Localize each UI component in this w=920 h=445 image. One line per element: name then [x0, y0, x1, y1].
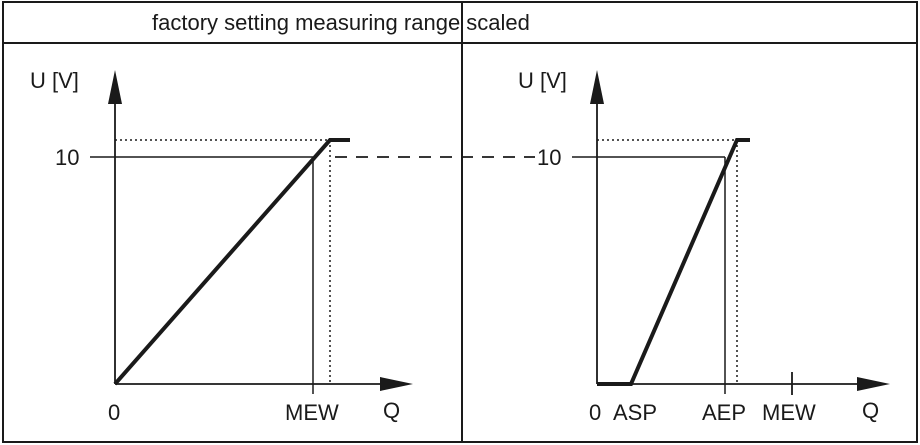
left-x-axis-label: Q — [383, 398, 400, 423]
left-x-tick-0: 0 — [108, 400, 120, 425]
right-x-tick-0: 0 — [589, 400, 601, 425]
left-output-curve — [113, 138, 350, 386]
right-panel: U [V] 10 0 ASP AEP MEW Q — [518, 68, 890, 425]
right-x-axis-arrow — [857, 377, 890, 391]
right-y-axis-arrow — [590, 70, 604, 104]
header-title: factory setting measuring range scaled — [152, 10, 530, 35]
right-y-tick-10: 10 — [537, 145, 561, 170]
left-x-axis-arrow — [380, 377, 413, 391]
left-y-axis-label: U [V] — [30, 68, 79, 93]
header-title-right: ange scaled — [411, 10, 530, 35]
right-y-axis-label: U [V] — [518, 68, 567, 93]
left-y-tick-10: 10 — [55, 145, 79, 170]
right-x-tick-asp: ASP — [613, 400, 657, 425]
right-output-curve — [597, 138, 750, 386]
left-y-axis-arrow — [108, 70, 122, 104]
left-panel: U [V] 10 0 MEW Q — [30, 68, 413, 425]
right-x-tick-mew: MEW — [762, 400, 816, 425]
left-x-tick-mew: MEW — [285, 400, 339, 425]
right-x-axis-label: Q — [862, 398, 879, 423]
right-x-tick-aep: AEP — [702, 400, 746, 425]
header-title-left: factory setting measuring r — [152, 10, 411, 35]
